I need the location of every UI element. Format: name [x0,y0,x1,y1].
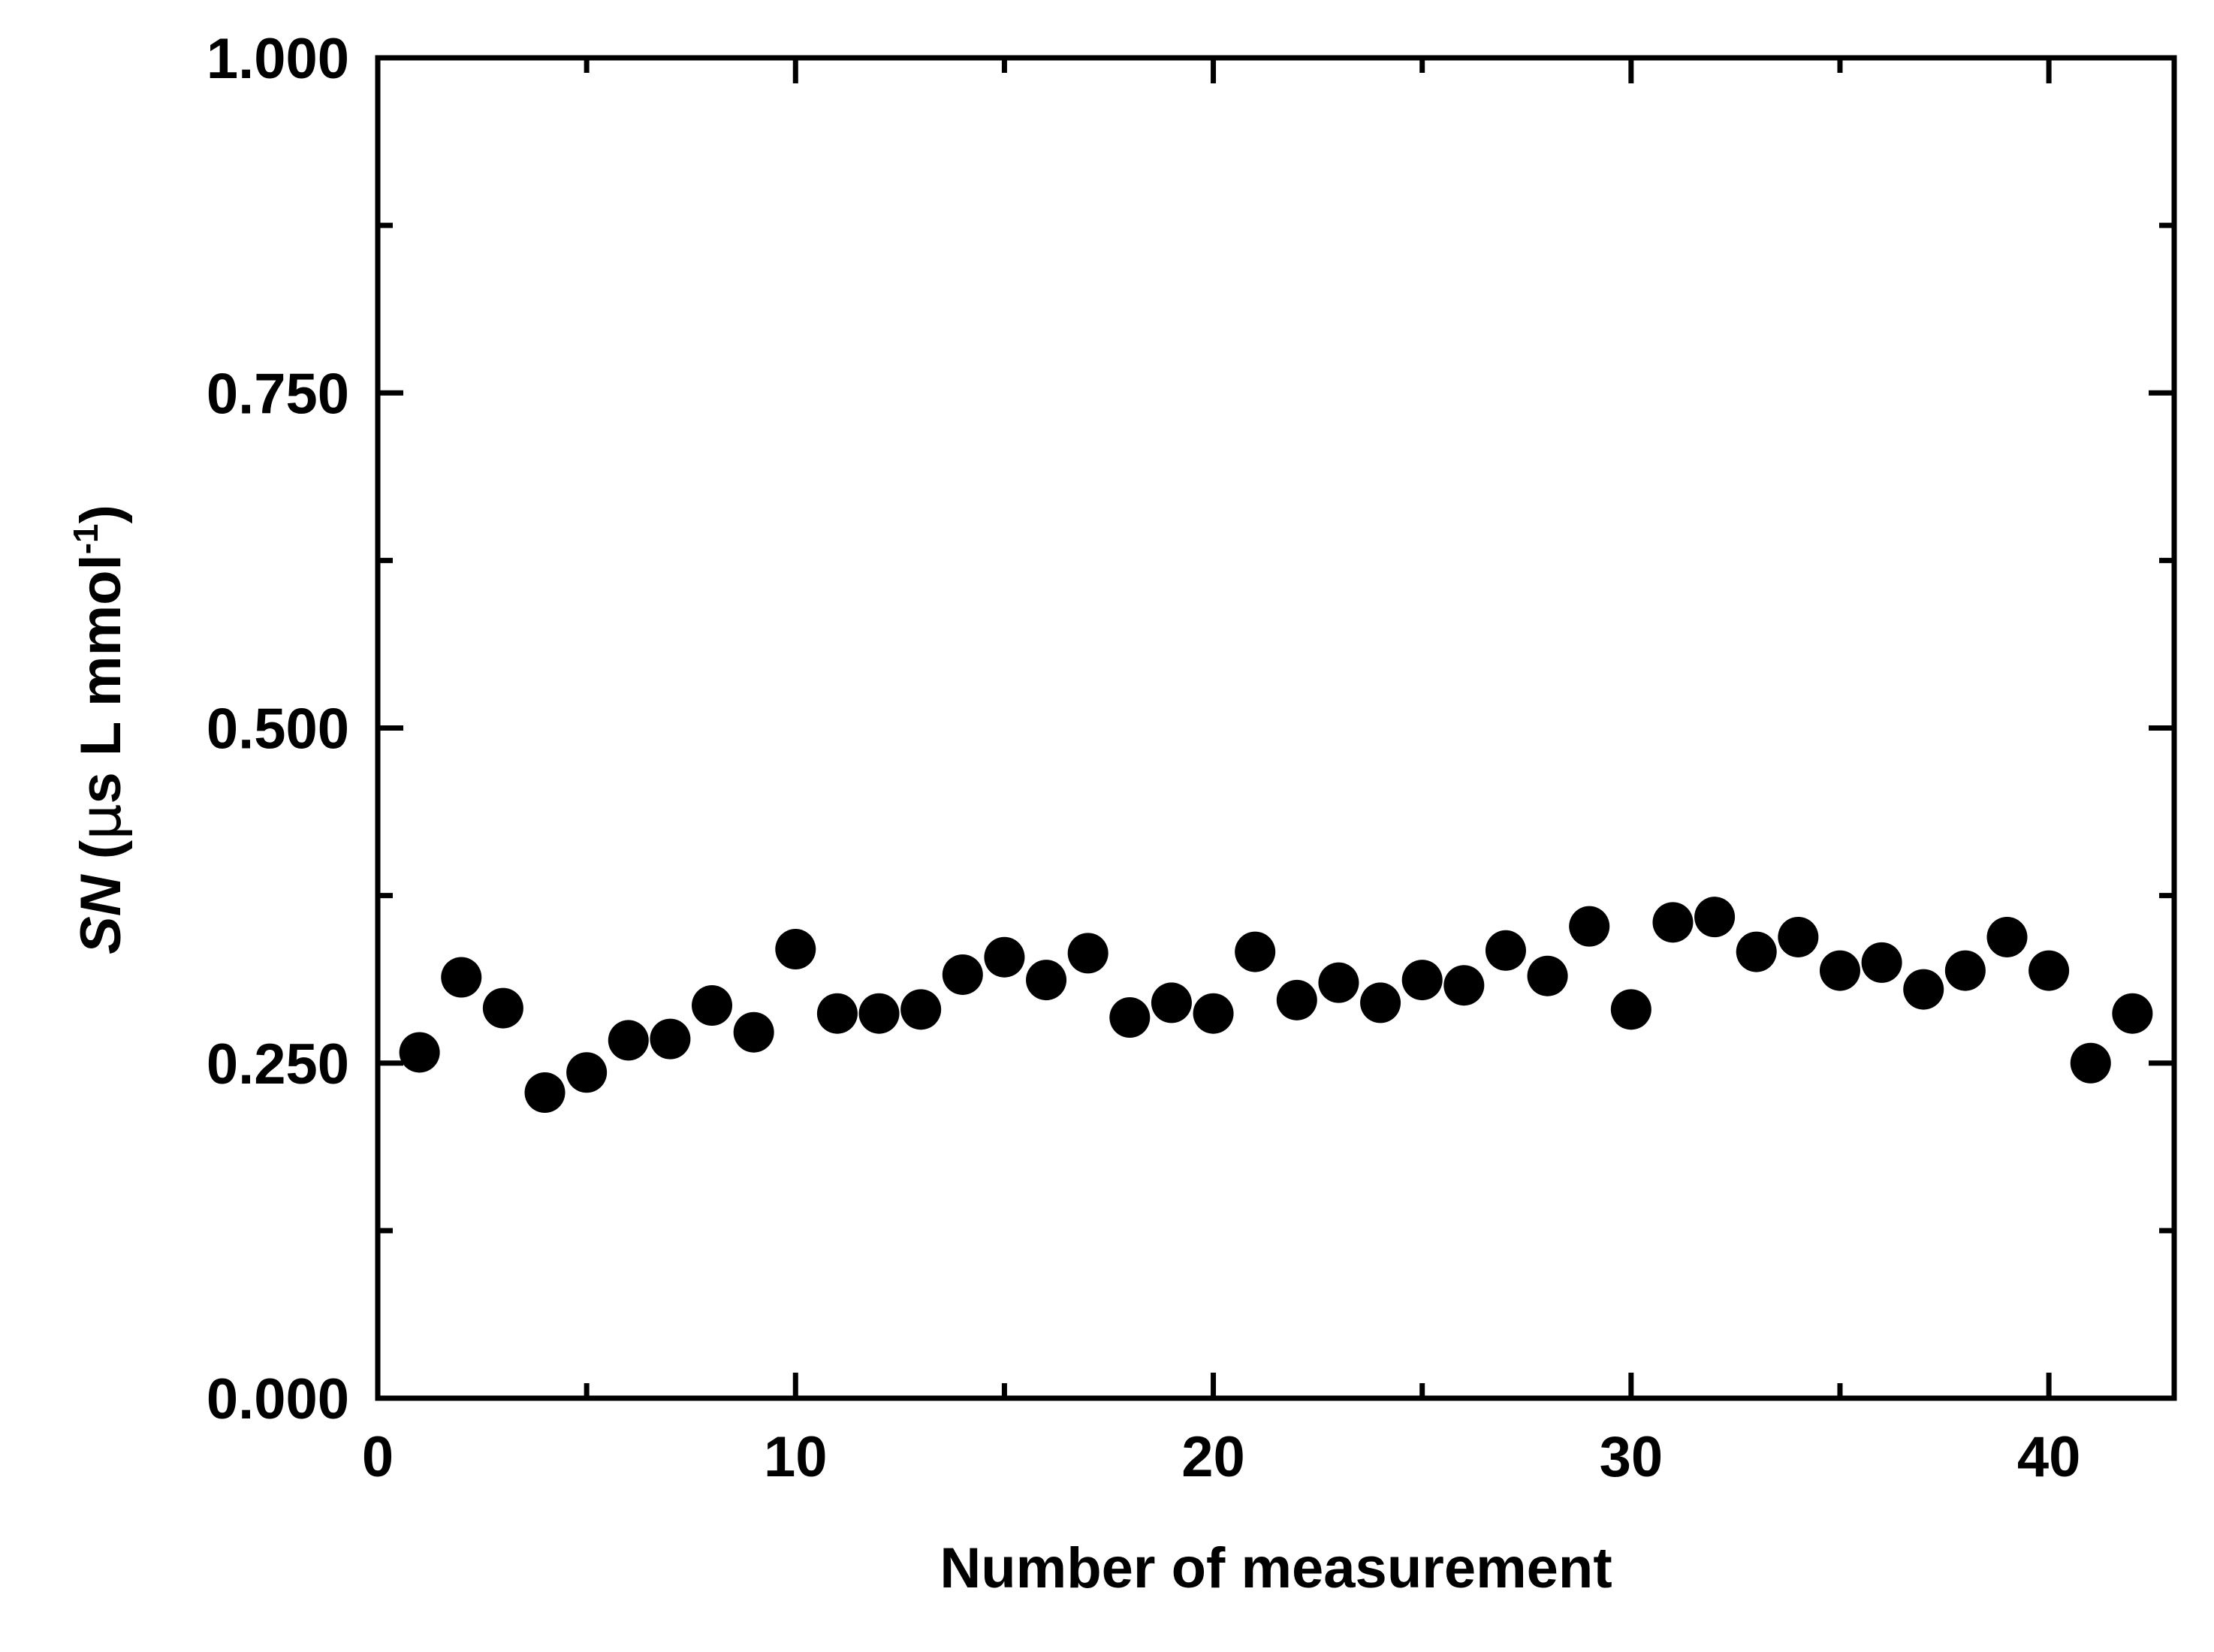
data-point [733,1011,774,1053]
data-point [608,1020,649,1061]
data-point [1736,931,1777,972]
y-tick-label: 0.250 [207,1032,349,1096]
data-point [692,984,733,1026]
data-point [1986,916,2028,957]
data-point [1694,897,1736,938]
data-points [399,897,2153,1114]
y-tick-label: 1.000 [207,27,349,91]
data-point [1443,965,1485,1006]
major-ticks [375,55,2174,1401]
y-axis-title-units: s L mmol [69,554,133,803]
data-point [1485,930,1526,971]
y-axis-title-open: ( [69,840,133,875]
data-point [1778,916,1819,957]
y-tick-label: 0.500 [207,698,349,761]
x-tick-labels: 0 10 20 30 40 [362,1425,2081,1489]
y-axis-title: SN (μs L mmol-1) [66,505,134,954]
data-point [1318,962,1359,1003]
data-point [1360,982,1401,1023]
data-point [1193,993,1234,1034]
data-point [900,989,942,1030]
data-point [775,929,816,970]
x-axis-title: Number of measurement [940,1536,1612,1600]
data-point [650,1018,691,1060]
data-point [2028,950,2070,991]
minor-ticks [378,58,2174,1398]
data-point [1819,950,1860,991]
x-tick-label: 10 [764,1425,828,1489]
x-tick-label: 20 [1181,1425,1245,1489]
data-point [1527,955,1568,996]
data-point [1109,997,1151,1039]
data-point [1235,931,1276,972]
data-point [482,987,523,1029]
data-point [816,993,858,1034]
x-tick-label: 40 [2017,1425,2081,1489]
y-axis-title-symbol: SN [69,873,133,954]
data-point [1067,933,1109,974]
data-point [942,954,983,995]
data-point [399,1032,440,1073]
y-tick-label: 0.000 [207,1367,349,1431]
data-point [566,1052,608,1093]
data-point [1861,942,1902,983]
x-tick-label: 0 [362,1425,394,1489]
y-axis-title-close: ) [69,505,133,523]
data-point [1569,906,1610,947]
data-point [524,1072,566,1114]
x-tick-label: 30 [1600,1425,1664,1489]
y-tick-labels: 0.000 0.250 0.500 0.750 1.000 [207,27,349,1431]
data-point [2070,1042,2111,1084]
data-point [441,957,482,998]
plot-frame [375,55,2177,1401]
data-point [1903,969,1944,1010]
y-tick-label: 0.750 [207,362,349,426]
data-point [1276,979,1317,1020]
data-point [1652,902,1694,943]
y-axis-title-superscript: -1 [66,523,105,554]
data-point [1944,950,1986,991]
data-point [1401,960,1443,1001]
data-point [2112,993,2153,1034]
data-point [1026,960,1067,1001]
data-point [1610,989,1651,1030]
data-point [1151,982,1192,1023]
data-point [858,993,900,1034]
data-point [984,936,1025,978]
y-axis-title-mu: μ [67,804,134,840]
